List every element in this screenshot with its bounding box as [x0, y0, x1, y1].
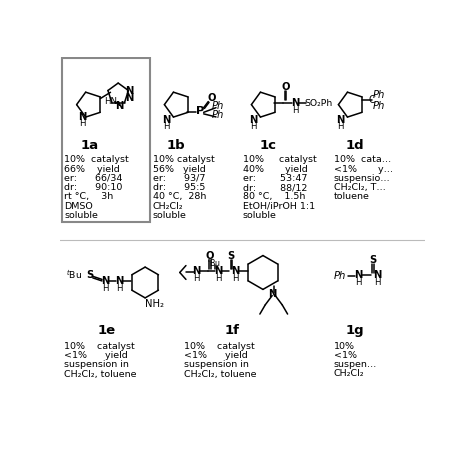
Text: 10%: 10% — [334, 342, 355, 351]
Text: H: H — [116, 284, 122, 293]
Text: CH₂Cl₂, toluene: CH₂Cl₂, toluene — [64, 370, 137, 379]
Text: 10%     catalyst: 10% catalyst — [243, 155, 317, 164]
Text: S: S — [228, 251, 235, 261]
Text: N: N — [231, 266, 239, 276]
Text: rt °C,    3h: rt °C, 3h — [64, 192, 114, 201]
Text: H: H — [250, 122, 257, 131]
Text: DMSO: DMSO — [64, 201, 93, 210]
Text: er:      66/34: er: 66/34 — [64, 174, 123, 183]
Text: H: H — [374, 278, 380, 287]
Text: O: O — [281, 82, 290, 92]
Text: S: S — [86, 270, 93, 280]
Text: S: S — [369, 255, 377, 265]
Text: CH₂Cl₂: CH₂Cl₂ — [153, 201, 183, 210]
Text: H: H — [79, 118, 85, 128]
Text: NH₂: NH₂ — [145, 299, 164, 309]
Text: N: N — [354, 270, 363, 280]
Text: N: N — [125, 93, 133, 103]
Text: soluble: soluble — [243, 211, 277, 220]
Text: dr:      90:10: dr: 90:10 — [64, 183, 123, 192]
Text: N: N — [192, 266, 201, 276]
Text: 10%    catalyst: 10% catalyst — [183, 342, 255, 351]
Text: 1c: 1c — [260, 139, 277, 152]
Text: N: N — [249, 115, 258, 125]
Text: H: H — [164, 122, 170, 131]
Text: suspension in: suspension in — [183, 360, 248, 369]
Text: er:        53:47: er: 53:47 — [243, 174, 307, 183]
Text: N: N — [268, 289, 276, 299]
Text: suspension in: suspension in — [64, 360, 129, 369]
Text: O: O — [208, 93, 216, 103]
Text: suspen…: suspen… — [334, 360, 377, 369]
Text: 10% catalyst: 10% catalyst — [153, 155, 215, 164]
Text: 1f: 1f — [225, 324, 240, 337]
Text: CH₂Cl₂: CH₂Cl₂ — [334, 370, 365, 379]
Text: N: N — [291, 98, 300, 108]
Text: <1%      yield: <1% yield — [64, 351, 128, 360]
Text: <1%: <1% — [334, 351, 357, 360]
Text: soluble: soluble — [153, 211, 187, 220]
Text: 1g: 1g — [346, 324, 365, 337]
Text: Ph: Ph — [334, 271, 346, 282]
Text: $^t$Bu: $^t$Bu — [66, 268, 82, 281]
Text: er:      93/7: er: 93/7 — [153, 174, 205, 183]
Text: <1%      yield: <1% yield — [183, 351, 247, 360]
Text: 40%       yield: 40% yield — [243, 164, 308, 173]
Text: <1%       y…: <1% y… — [334, 164, 393, 173]
Text: Ph: Ph — [211, 101, 224, 111]
Text: H: H — [337, 122, 344, 131]
Text: EtOH/iPrOH 1:1: EtOH/iPrOH 1:1 — [243, 201, 315, 210]
Text: dr:      95:5: dr: 95:5 — [153, 183, 205, 192]
Text: H: H — [232, 274, 238, 283]
Text: O: O — [206, 251, 214, 261]
Text: P: P — [196, 106, 205, 116]
Text: 56%   yield: 56% yield — [153, 164, 206, 173]
Text: 10%  cata…: 10% cata… — [334, 155, 391, 164]
Text: N: N — [337, 115, 345, 125]
Text: H: H — [193, 274, 200, 283]
Text: suspensio…: suspensio… — [334, 174, 391, 183]
Text: N: N — [116, 101, 124, 111]
Text: N: N — [125, 86, 133, 96]
Text: 66%    yield: 66% yield — [64, 164, 120, 173]
Text: toluene: toluene — [334, 192, 370, 201]
Text: H: H — [215, 274, 221, 283]
Text: SO₂Ph: SO₂Ph — [304, 99, 332, 108]
Text: H: H — [102, 284, 109, 293]
Text: $^t$Bu: $^t$Bu — [207, 256, 221, 269]
Text: 40 °C,  28h: 40 °C, 28h — [153, 192, 206, 201]
Text: HN: HN — [104, 97, 117, 106]
Text: 1e: 1e — [98, 324, 116, 337]
Bar — [62, 58, 150, 222]
Text: H: H — [292, 106, 299, 115]
Text: soluble: soluble — [64, 211, 98, 220]
Text: N: N — [115, 276, 123, 286]
Text: C: C — [369, 95, 376, 105]
Text: N: N — [214, 266, 222, 276]
Text: Ph: Ph — [211, 110, 224, 120]
Text: N: N — [78, 112, 86, 122]
Text: dr:        88/12: dr: 88/12 — [243, 183, 307, 192]
Text: N: N — [101, 276, 109, 286]
Text: 80 °C,    1.5h: 80 °C, 1.5h — [243, 192, 305, 201]
Text: H: H — [355, 278, 362, 287]
Text: 1d: 1d — [346, 139, 365, 152]
Text: 1a: 1a — [81, 139, 99, 152]
Text: Ph: Ph — [373, 101, 385, 111]
Text: CH₂Cl₂, toluene: CH₂Cl₂, toluene — [183, 370, 256, 379]
Text: 1b: 1b — [167, 139, 185, 152]
Text: N: N — [373, 270, 381, 280]
Text: N: N — [163, 115, 171, 125]
Text: Ph: Ph — [373, 91, 385, 100]
Text: 10%    catalyst: 10% catalyst — [64, 342, 135, 351]
Text: 10%  catalyst: 10% catalyst — [64, 155, 129, 164]
Text: CH₂Cl₂, T…: CH₂Cl₂, T… — [334, 183, 386, 192]
